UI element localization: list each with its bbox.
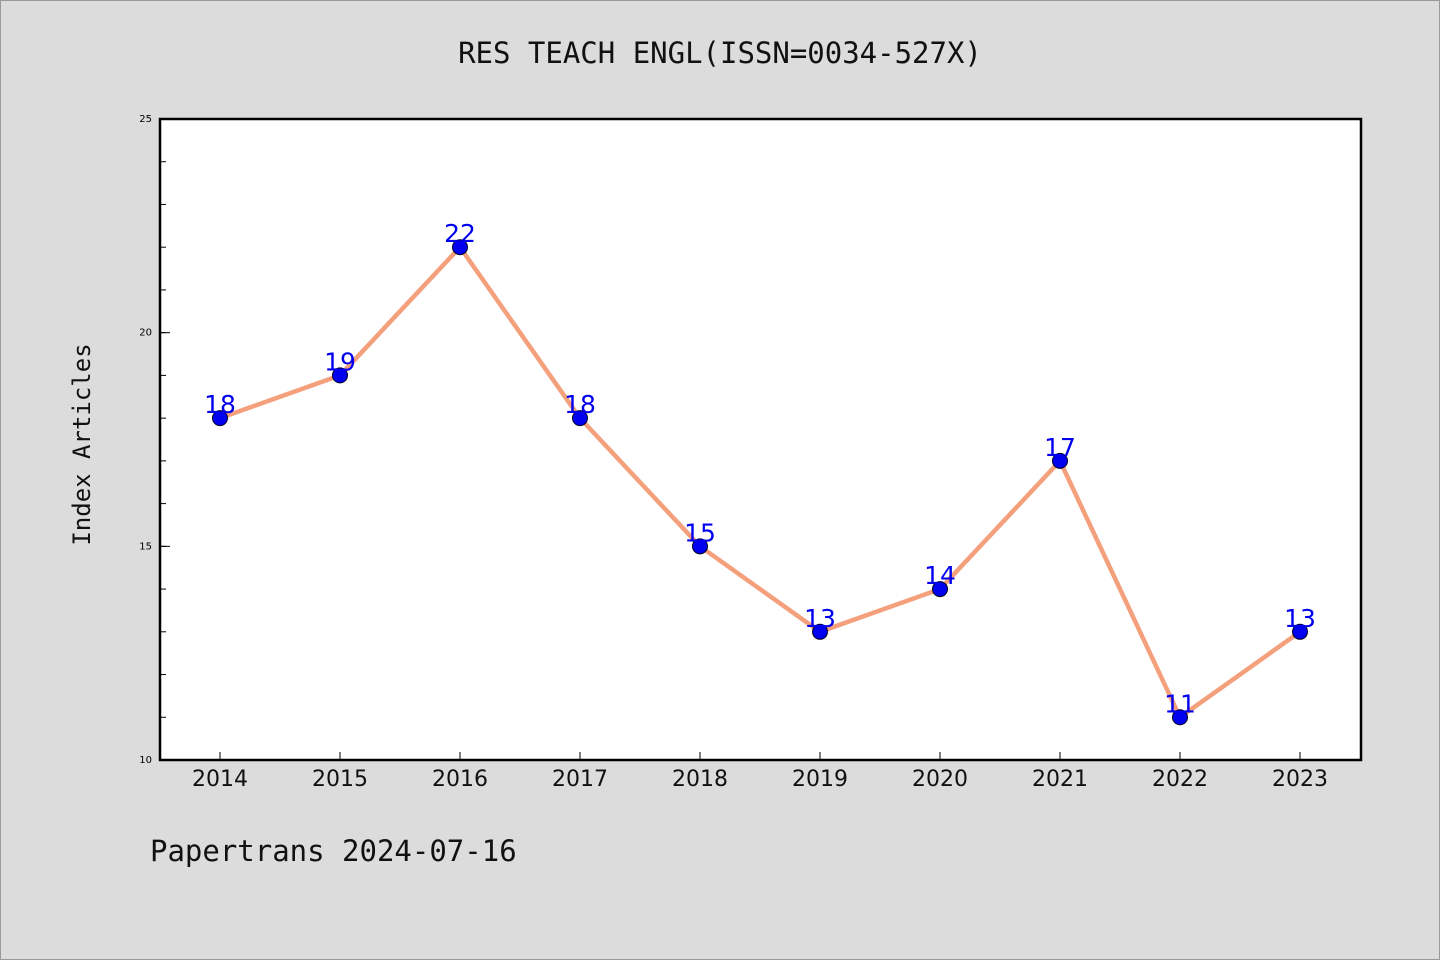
footer-credit: Papertrans 2024-07-16 bbox=[150, 834, 517, 868]
x-tick-label-2021: 2021 bbox=[1032, 767, 1088, 792]
data-label-2022: 11 bbox=[1164, 689, 1196, 718]
data-label-2016: 22 bbox=[444, 219, 476, 248]
y-tick-label-15: 15 bbox=[139, 541, 152, 552]
x-tick-label-2017: 2017 bbox=[552, 767, 608, 792]
x-tick-label-2022: 2022 bbox=[1152, 767, 1208, 792]
data-label-2023: 13 bbox=[1284, 604, 1316, 633]
data-point-2023 bbox=[1292, 623, 1308, 640]
x-tick-label-2018: 2018 bbox=[672, 767, 728, 792]
y-tick-label-10: 10 bbox=[139, 755, 152, 766]
data-point-2017 bbox=[572, 410, 588, 427]
data-label-2018: 15 bbox=[684, 518, 716, 547]
data-point-2018 bbox=[692, 538, 708, 555]
data-point-2015 bbox=[332, 367, 348, 384]
data-point-2021 bbox=[1052, 452, 1068, 469]
data-point-2014 bbox=[212, 410, 228, 427]
data-point-2022 bbox=[1172, 709, 1188, 726]
data-label-2021: 17 bbox=[1044, 433, 1076, 462]
y-tick-label-20: 20 bbox=[139, 328, 152, 339]
plot-area bbox=[158, 117, 1363, 762]
x-tick-label-2020: 2020 bbox=[912, 767, 968, 792]
data-label-2019: 13 bbox=[804, 604, 836, 633]
x-tick-label-2014: 2014 bbox=[192, 767, 248, 792]
data-point-2020 bbox=[932, 581, 948, 598]
data-label-2020: 14 bbox=[924, 561, 956, 590]
x-tick-label-2023: 2023 bbox=[1272, 767, 1328, 792]
x-tick-label-2016: 2016 bbox=[432, 767, 488, 792]
data-label-2017: 18 bbox=[564, 390, 596, 419]
data-point-2016 bbox=[452, 239, 468, 256]
x-tick-label-2019: 2019 bbox=[792, 767, 848, 792]
chart-title: RES TEACH ENGL(ISSN=0034-527X) bbox=[458, 36, 982, 70]
series-line bbox=[219, 243, 1302, 721]
y-axis-label: Index Articles bbox=[68, 343, 96, 545]
data-label-2014: 18 bbox=[204, 390, 236, 419]
data-point-2019 bbox=[812, 623, 828, 640]
data-label-2015: 19 bbox=[324, 347, 356, 376]
y-tick-label-25: 25 bbox=[139, 114, 152, 125]
x-tick-label-2015: 2015 bbox=[312, 767, 368, 792]
